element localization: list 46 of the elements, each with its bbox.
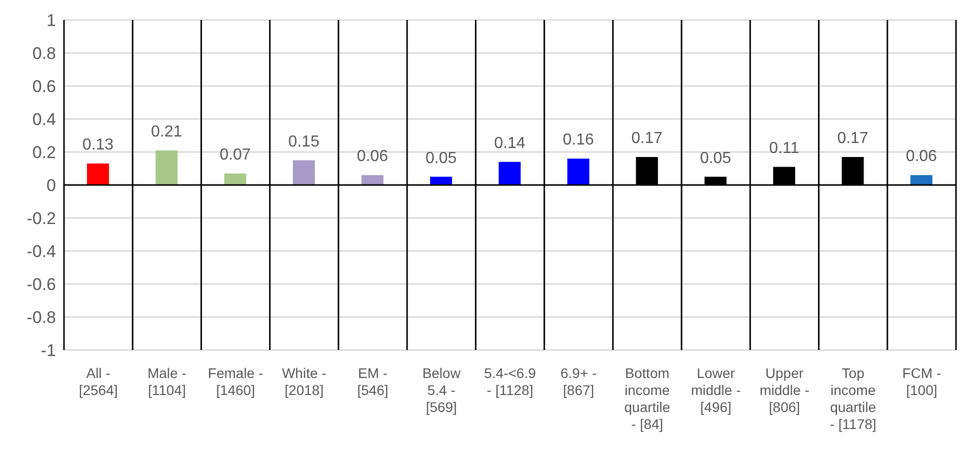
y-tick-label: 0.4 [32, 110, 56, 130]
y-tick-label: -0.6 [26, 275, 56, 294]
bar [430, 176, 452, 185]
bar [224, 173, 246, 185]
y-tick-label: -0.2 [26, 209, 56, 228]
data-label: 0.06 [906, 148, 938, 166]
y-tick-label: 0 [46, 176, 56, 196]
bar [361, 175, 384, 185]
y-tick-label: 0.2 [32, 143, 56, 162]
data-label: 0.05 [426, 150, 457, 167]
bar [567, 158, 590, 185]
bar [87, 164, 109, 185]
x-tick-label: Bottom income quartile - [84] [624, 365, 670, 432]
x-tick-label: Top income quartile - [1178] [830, 365, 876, 432]
bar [292, 160, 315, 185]
y-tick-label: 1 [46, 11, 56, 30]
x-tick-label: White - [2018] [282, 365, 327, 398]
x-tick-label: Upper middle - [806] [760, 365, 810, 415]
data-label: 0.17 [837, 130, 868, 147]
data-label: 0.06 [356, 148, 388, 166]
y-tick-label: -0.8 [26, 308, 56, 328]
bar [498, 162, 521, 185]
x-tick-label: Male - [1104] [147, 365, 187, 398]
data-label: 0.15 [288, 133, 320, 150]
y-tick-label: 0.8 [32, 44, 56, 64]
data-label: 0.14 [494, 134, 526, 152]
x-tick-label: Lower middle - [496] [690, 365, 742, 415]
data-label: 0.17 [631, 130, 663, 147]
data-label: 0.21 [151, 123, 182, 140]
data-label: 0.07 [220, 146, 251, 164]
bar [156, 150, 178, 185]
data-label: 0.16 [562, 132, 594, 149]
x-tick-label: EM - [546] [357, 365, 388, 398]
data-label: 0.11 [769, 140, 800, 157]
x-tick-label: FCM - [100] [902, 365, 942, 398]
x-tick-label: Below 5.4 - [569] [422, 365, 462, 415]
x-tick-label: 6.9+ - [867] [560, 365, 598, 398]
bar [910, 175, 932, 185]
data-label: 0.13 [82, 136, 114, 154]
y-tick-label: -1 [40, 341, 56, 360]
x-tick-label: 5.4-<6.9 - [1128] [484, 365, 536, 398]
y-tick-label: -0.4 [26, 242, 56, 262]
x-tick-label: Female - [1460] [208, 365, 264, 398]
data-label: 0.05 [700, 150, 732, 167]
x-tick-label: All - [2564] [78, 365, 118, 398]
y-tick-label: 0.6 [32, 77, 56, 96]
